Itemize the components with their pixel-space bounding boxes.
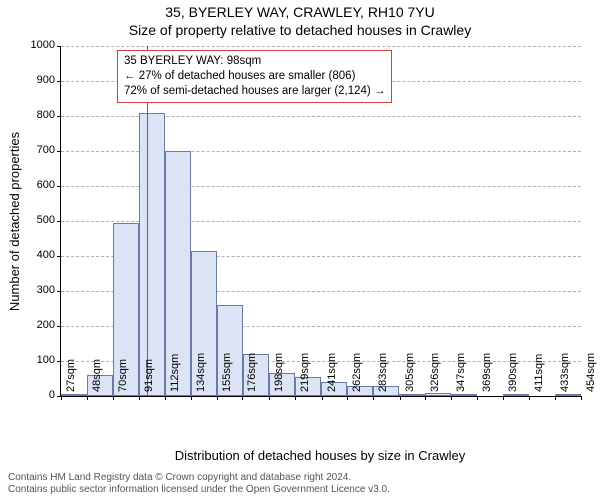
y-tick-mark <box>57 81 61 82</box>
y-tick-label: 200 <box>21 319 55 331</box>
x-tick-label: 347sqm <box>455 353 467 392</box>
legend-line1: 35 BYERLEY WAY: 98sqm <box>124 54 385 69</box>
x-tick-label: 369sqm <box>481 353 493 392</box>
y-axis-label: Number of detached properties <box>8 46 22 396</box>
x-tick-mark <box>555 396 556 400</box>
y-tick-label: 800 <box>21 109 55 121</box>
attribution-line1: Contains HM Land Registry data © Crown c… <box>8 472 390 484</box>
x-tick-label: 134sqm <box>195 353 207 392</box>
y-tick-mark <box>57 326 61 327</box>
histogram-bar <box>399 394 425 396</box>
attribution-line2: Contains public sector information licen… <box>8 484 390 496</box>
y-tick-mark <box>57 256 61 257</box>
x-tick-mark <box>400 396 401 400</box>
y-tick-mark <box>57 116 61 117</box>
x-tick-mark <box>477 396 478 400</box>
sub-title: Size of property relative to detached ho… <box>0 22 600 38</box>
y-tick-label: 1000 <box>21 39 55 51</box>
legend-line2: ← 27% of detached houses are smaller (80… <box>124 69 385 84</box>
histogram-bar <box>503 394 529 396</box>
chart-container: 35, BYERLEY WAY, CRAWLEY, RH10 7YU Size … <box>0 0 600 500</box>
x-tick-label: 283sqm <box>377 353 389 392</box>
attribution: Contains HM Land Registry data © Crown c… <box>8 472 390 496</box>
x-tick-label: 91sqm <box>143 359 155 392</box>
y-tick-label: 900 <box>21 74 55 86</box>
legend-line3: 72% of semi-detached houses are larger (… <box>124 84 385 99</box>
x-tick-mark <box>139 396 140 400</box>
x-tick-mark <box>165 396 166 400</box>
x-tick-label: 219sqm <box>299 353 311 392</box>
y-tick-label: 700 <box>21 144 55 156</box>
x-tick-label: 176sqm <box>246 353 258 392</box>
legend-box: 35 BYERLEY WAY: 98sqm← 27% of detached h… <box>117 50 392 103</box>
plot-area: 0100200300400500600700800900100027sqm48s… <box>60 46 581 397</box>
x-tick-mark <box>295 396 296 400</box>
y-tick-mark <box>57 186 61 187</box>
y-tick-mark <box>57 361 61 362</box>
x-tick-label: 262sqm <box>351 353 363 392</box>
x-tick-label: 112sqm <box>169 354 181 392</box>
histogram-bar <box>61 394 87 396</box>
x-tick-label: 241sqm <box>326 353 338 392</box>
x-axis-label: Distribution of detached houses by size … <box>60 448 580 463</box>
x-tick-label: 454sqm <box>585 353 597 392</box>
x-tick-label: 27sqm <box>65 359 77 392</box>
histogram-bar <box>139 113 165 397</box>
x-tick-mark <box>581 396 582 400</box>
x-tick-label: 48sqm <box>91 359 103 392</box>
x-tick-mark <box>269 396 270 400</box>
histogram-bar <box>425 393 451 396</box>
y-tick-label: 0 <box>21 389 55 401</box>
histogram-bar <box>555 394 581 396</box>
x-tick-label: 411sqm <box>533 354 545 392</box>
x-tick-mark <box>61 396 62 400</box>
x-tick-label: 390sqm <box>507 353 519 392</box>
y-tick-mark <box>57 151 61 152</box>
x-tick-mark <box>503 396 504 400</box>
y-tick-mark <box>57 46 61 47</box>
x-tick-mark <box>191 396 192 400</box>
x-tick-label: 305sqm <box>404 353 416 392</box>
x-tick-mark <box>217 396 218 400</box>
y-tick-label: 500 <box>21 214 55 226</box>
x-tick-mark <box>113 396 114 400</box>
y-tick-mark <box>57 291 61 292</box>
x-tick-label: 198sqm <box>273 353 285 392</box>
y-tick-label: 300 <box>21 284 55 296</box>
x-tick-mark <box>322 396 323 400</box>
y-tick-mark <box>57 221 61 222</box>
x-tick-mark <box>529 396 530 400</box>
histogram-bar <box>451 394 477 396</box>
gridline <box>61 46 581 47</box>
y-tick-label: 100 <box>21 354 55 366</box>
x-tick-label: 433sqm <box>559 353 571 392</box>
y-tick-label: 400 <box>21 249 55 261</box>
x-tick-mark <box>87 396 88 400</box>
x-tick-mark <box>242 396 243 400</box>
x-tick-label: 326sqm <box>429 353 441 392</box>
x-tick-mark <box>347 396 348 400</box>
y-tick-label: 600 <box>21 179 55 191</box>
x-tick-mark <box>425 396 426 400</box>
x-tick-mark <box>373 396 374 400</box>
x-tick-label: 70sqm <box>117 359 129 392</box>
super-title: 35, BYERLEY WAY, CRAWLEY, RH10 7YU <box>0 4 600 20</box>
x-tick-mark <box>451 396 452 400</box>
x-tick-label: 155sqm <box>221 353 233 392</box>
